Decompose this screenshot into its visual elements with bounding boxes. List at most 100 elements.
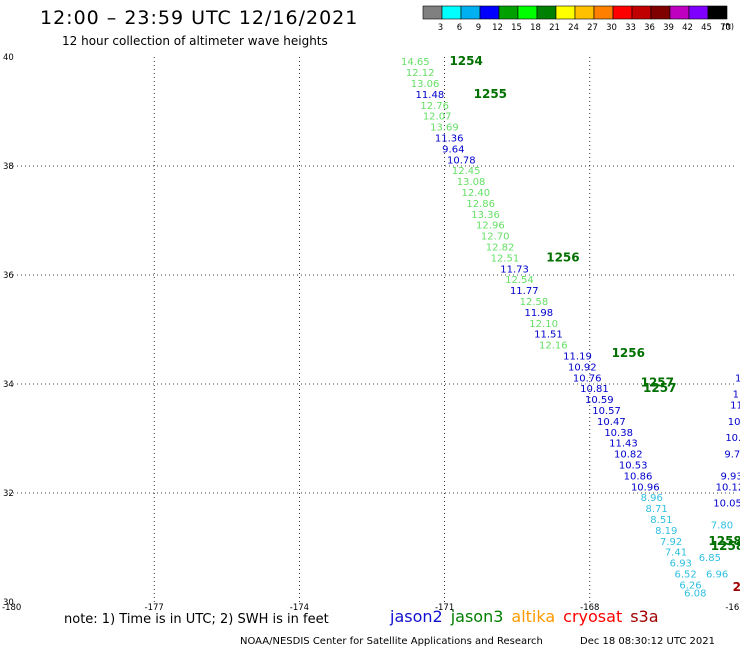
grid-lines (9, 57, 735, 602)
color-scale-label: 3 (438, 23, 443, 33)
color-scale-label: 30 (606, 23, 617, 33)
data-point-label: 10.53 (619, 460, 648, 471)
data-point-label: 6.96 (706, 569, 728, 580)
color-scale-label: 12 (492, 23, 503, 33)
orbit-number-label: 1254 (449, 54, 482, 68)
color-scale-label: 6 (457, 23, 462, 33)
data-point-label: 9.70 (724, 450, 740, 461)
data-point-label: 11.48 (416, 90, 445, 101)
footer-note: note: 1) Time is in UTC; 2) SWH is in fe… (64, 612, 329, 627)
data-point-label: 13.06 (411, 79, 440, 90)
color-scale-labels: 3 6 9 12 15 18 21 24 27 30 33 36 39 42 45 70 (438, 23, 731, 33)
data-point-label: 8.51 (650, 515, 672, 526)
x-tick-label: -165 (725, 603, 740, 613)
data-point-label: 10.41 (725, 433, 740, 444)
data-point-label: 7.80 (711, 520, 733, 531)
data-point-label: 12.10 (529, 319, 558, 330)
data-point-label: 11.36 (435, 133, 464, 144)
tick-labels: -180 -177 -174 -171 -168 -165 40 38 36 34 32 30 (2, 53, 740, 613)
data-point-label: 8.71 (645, 504, 667, 515)
chart-title: 12:00 – 23:59 UTC 12/16/2021 (40, 7, 359, 29)
data-point-label: 12.54 (505, 275, 534, 286)
data-point-label: 10.78 (447, 155, 476, 166)
data-point-label: 12.12 (406, 68, 435, 79)
legend-item: jason2 (390, 607, 443, 626)
color-scale-label: 39 (663, 23, 674, 33)
x-tick-label: -174 (290, 603, 309, 613)
data-point-label: 10.47 (597, 417, 626, 428)
y-tick-label: 30 (3, 598, 14, 608)
data-points: 14.6512.1213.0611.4812.7612.0713.6911.36… (401, 57, 740, 599)
orbit-number-label: 1257 (641, 376, 674, 390)
x-tick-label: -168 (580, 603, 599, 613)
data-point-label: 13.08 (457, 177, 486, 188)
color-scale-boxes (422, 5, 728, 20)
color-scale-label: 18 (530, 23, 541, 33)
data-point-label: 11.98 (524, 308, 553, 319)
data-point-label: 10.57 (592, 406, 621, 417)
data-point-label: 10.05 (713, 499, 740, 510)
x-tick-label: -180 (2, 603, 21, 613)
color-scale-label: 70 (720, 23, 731, 33)
data-point-label: 10.76 (573, 373, 602, 384)
data-point-label: 10.12 (716, 482, 740, 493)
color-scale-label: 45 (701, 23, 712, 33)
legend-item: cryosat (563, 607, 623, 626)
color-scale-label: 42 (682, 23, 693, 33)
data-point-label: 8.19 (655, 526, 677, 537)
data-point-label: 11 (735, 373, 740, 384)
chart-subtitle: 12 hour collection of altimeter wave hei… (62, 34, 328, 48)
y-tick-label: 38 (3, 162, 14, 172)
data-point-label: 12.96 (476, 221, 505, 232)
data-point-label: 12.58 (520, 297, 549, 308)
data-point-label: 7.92 (660, 537, 682, 548)
legend-item: s3a (630, 607, 659, 626)
orbit-number-label: 1256 (546, 250, 579, 264)
color-scale-unit: (ft) (722, 22, 735, 31)
x-tick-label: -171 (435, 603, 454, 613)
data-point-label: 10.86 (624, 471, 653, 482)
color-scale-label: 15 (511, 23, 522, 33)
data-point-label: 7.41 (665, 548, 687, 559)
data-point-label: 6.52 (675, 569, 697, 580)
legend-item: altika (511, 607, 556, 626)
data-point-label: 12.76 (420, 101, 449, 112)
y-tick-label: 40 (3, 53, 14, 63)
footer-credit: NOAA/NESDIS Center for Satellite Applica… (240, 636, 543, 647)
color-scale-label: 27 (587, 23, 598, 33)
orbit-number-label: 1256 (612, 346, 645, 360)
data-point-label: 11.19 (563, 351, 592, 362)
data-point-label: 10.96 (631, 482, 660, 493)
data-point-label: 12.07 (423, 112, 452, 123)
data-point-label: 13.36 (471, 210, 500, 221)
legend: jason2 jason3 altika cryosat s3a (390, 607, 667, 626)
data-point-label: 12.82 (486, 242, 515, 253)
data-point-label: 8.96 (641, 493, 663, 504)
data-point-label: 12.16 (539, 341, 568, 352)
color-scale-label: 21 (549, 23, 560, 33)
y-tick-label: 34 (3, 380, 14, 390)
footer-timestamp: Dec 18 08:30:12 UTC 2021 (580, 636, 715, 647)
data-point-label: 14.65 (401, 57, 430, 68)
data-point-label: 10.92 (568, 362, 597, 373)
data-point-label: 13.69 (430, 123, 459, 134)
orbit-number-label: 1258 (708, 534, 740, 548)
orbit-number-label: 1257 (643, 381, 676, 395)
data-point-label: 10.59 (585, 395, 614, 406)
data-point-label: 11.51 (534, 330, 563, 341)
data-point-label: 6.93 (670, 559, 692, 570)
color-scale-label: 24 (568, 23, 579, 33)
color-scale-box (707, 5, 728, 20)
data-point-label: 11.8 (730, 401, 740, 412)
data-point-label: 11.73 (500, 264, 529, 275)
data-point-label: 9.93 (720, 471, 740, 482)
orbit-number-label: 1255 (474, 87, 507, 101)
x-tick-label: -177 (145, 603, 164, 613)
data-point-label: 12.51 (491, 253, 520, 264)
data-point-label: 11.43 (609, 439, 638, 450)
data-point-label: 11.4 (733, 390, 740, 401)
data-point-label: 10.90 (728, 417, 740, 428)
data-point-label: 10.82 (614, 450, 643, 461)
data-point-label: 6.08 (684, 589, 706, 600)
data-point-label: 6.26 (679, 580, 701, 591)
